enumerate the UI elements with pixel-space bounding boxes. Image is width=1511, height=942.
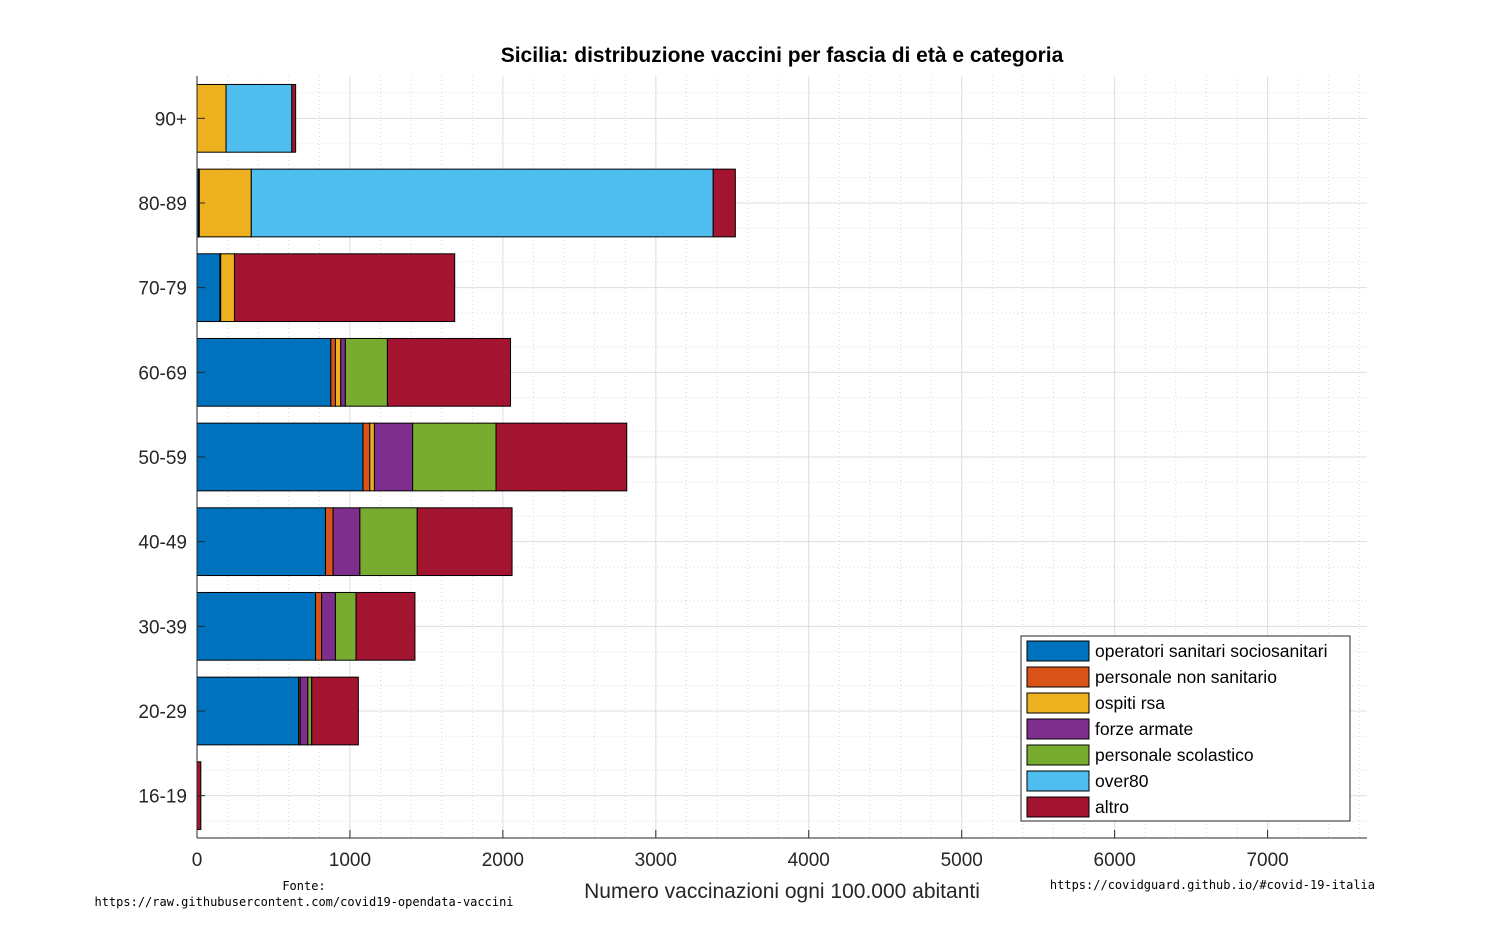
bar-segment <box>332 507 361 577</box>
bar-segment <box>334 591 357 661</box>
x-tick-label: 5000 <box>941 850 983 871</box>
bar-segment <box>198 168 252 238</box>
legend-swatch <box>1026 744 1090 766</box>
bar-segment <box>196 591 317 661</box>
site-url: https://covidguard.github.io/#covid-19-i… <box>1050 878 1375 892</box>
x-axis-label: Numero vaccinazioni ogni 100.000 abitant… <box>584 880 980 903</box>
x-tick-label: 6000 <box>1094 850 1136 871</box>
y-tick-label: 70-79 <box>138 279 187 300</box>
x-tick-label: 3000 <box>635 850 677 871</box>
y-tick-label: 16-19 <box>138 787 187 808</box>
bar-segment <box>307 676 313 746</box>
y-tick-label: 80-89 <box>138 194 187 215</box>
legend-entry: personale scolastico <box>1095 745 1254 765</box>
bar-segment <box>196 676 300 746</box>
bar-segment <box>220 253 235 323</box>
bar-segment <box>330 337 336 407</box>
legend-swatch <box>1026 718 1090 740</box>
legend-swatch <box>1026 640 1090 662</box>
bar-segment <box>495 422 628 492</box>
bar-segment <box>225 83 293 153</box>
x-tick-labels: 0 1000 2000 3000 4000 5000 6000 7000 <box>192 850 1289 871</box>
y-tick-label: 30-39 <box>138 617 187 638</box>
bar-segment <box>324 507 334 577</box>
legend-entry: over80 <box>1095 771 1149 791</box>
bar-segment <box>291 83 297 153</box>
legend: operatori sanitari sociosanitari personal… <box>1020 635 1351 822</box>
legend-entry: personale non sanitario <box>1095 667 1277 687</box>
y-tick-label: 40-49 <box>138 533 187 554</box>
bar-segment <box>311 676 359 746</box>
x-tick-label: 0 <box>192 850 203 871</box>
source-url: https://raw.githubusercontent.com/covid1… <box>94 895 513 909</box>
bar-segment <box>315 591 323 661</box>
legend-swatch <box>1026 692 1090 714</box>
bar-segment <box>196 507 326 577</box>
bar-segment <box>416 507 513 577</box>
bar-segment <box>369 422 375 492</box>
x-tick-label: 4000 <box>788 850 830 871</box>
x-tick-label: 7000 <box>1246 850 1288 871</box>
bar-segment <box>340 337 346 407</box>
y-tick-labels: 90+ 80-89 70-79 60-69 50-59 40-49 30-39 20-29 16… <box>138 109 187 807</box>
y-tick-label: 20-29 <box>138 702 187 723</box>
legend-entry: altro <box>1095 797 1129 817</box>
chart-title: Sicilia: distribuzione vaccini per fasci… <box>501 44 1064 67</box>
bar-segment <box>196 422 364 492</box>
y-tick-label: 60-69 <box>138 363 187 384</box>
x-tick-label: 2000 <box>482 850 524 871</box>
bar-segment <box>233 253 456 323</box>
legend-swatch <box>1026 796 1090 818</box>
bar-segment <box>196 337 332 407</box>
legend-entry: forze armate <box>1095 719 1193 739</box>
bar-segment <box>373 422 414 492</box>
legend-swatch <box>1026 666 1090 688</box>
y-tick-label: 50-59 <box>138 448 187 469</box>
bar-segment <box>362 422 371 492</box>
legend-entry: ospiti rsa <box>1095 693 1165 713</box>
bar-segment <box>712 168 736 238</box>
source-label: Fonte: <box>282 879 325 893</box>
y-tick-label: 90+ <box>155 109 187 130</box>
bar-segment <box>321 591 336 661</box>
bar-segment <box>386 337 512 407</box>
bar-segment <box>355 591 416 661</box>
bar-segment <box>344 337 388 407</box>
bar-segment <box>412 422 497 492</box>
bar-segment <box>359 507 418 577</box>
bar-segment <box>334 337 342 407</box>
x-tick-label: 1000 <box>329 850 371 871</box>
bar-segment <box>299 676 309 746</box>
legend-swatch <box>1026 770 1090 792</box>
axes <box>196 76 1367 839</box>
legend-entry: operatori sanitari sociosanitari <box>1095 641 1327 661</box>
bar-segment <box>250 168 714 238</box>
